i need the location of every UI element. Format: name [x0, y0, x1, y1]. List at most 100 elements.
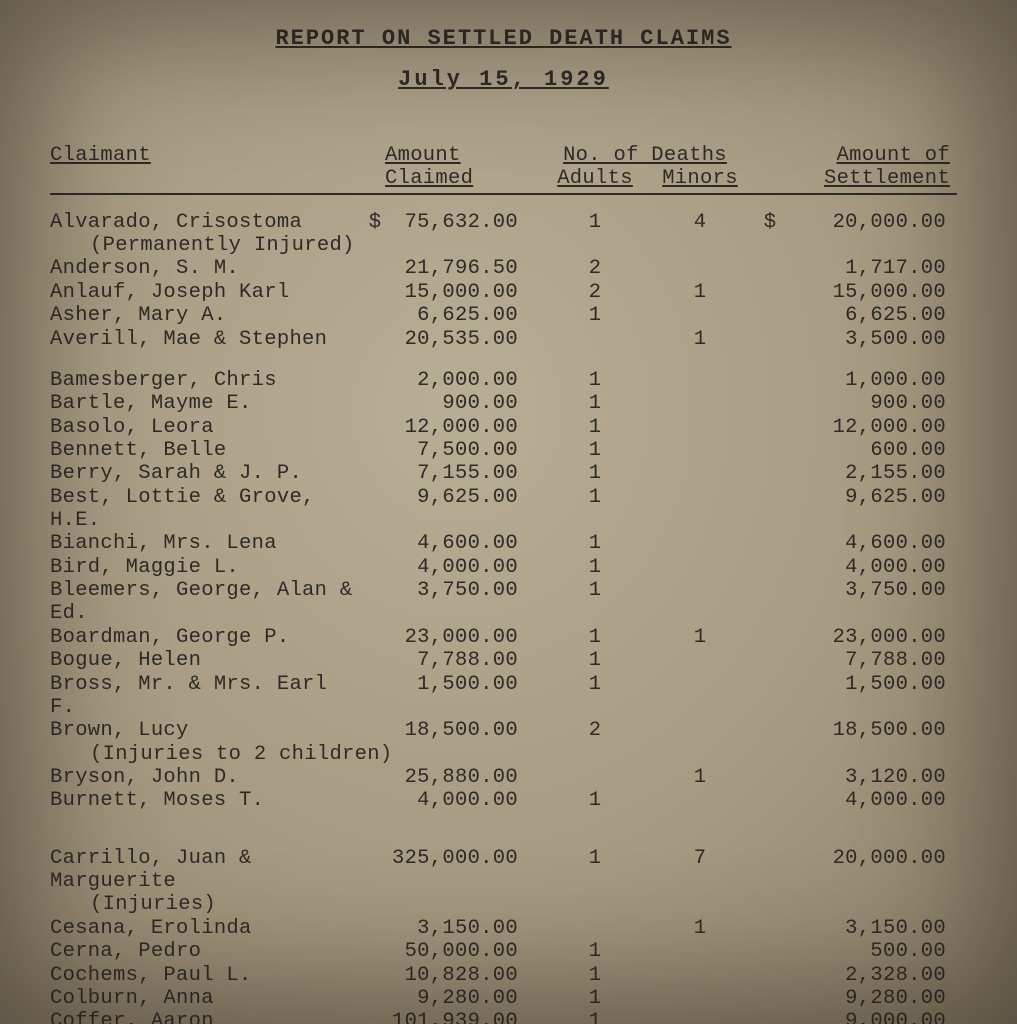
dollar-sign [750, 462, 790, 485]
dollar-sign [365, 439, 385, 462]
table-row: Cesana, Erolinda3,150.0013,150.00 [50, 917, 957, 940]
claims-table: Claimant Amount Claimed No. of Deaths Ad… [50, 144, 957, 1024]
cell-adults: 1 [540, 392, 650, 415]
cell-adults: 1 [540, 1010, 650, 1024]
cell-claimed: 21,796.50 [385, 257, 540, 280]
cell-claimant: Boardman, George P. [50, 626, 365, 649]
dollar-sign: $ [365, 211, 385, 234]
cell-minors [650, 719, 750, 742]
cell-adults: 1 [540, 673, 650, 720]
cell-claimed: 9,280.00 [385, 987, 540, 1010]
dollar-sign [750, 766, 790, 789]
dollar-sign [750, 257, 790, 280]
cell-claimant: Anlauf, Joseph Karl [50, 281, 365, 304]
document-page: REPORT ON SETTLED DEATH CLAIMS July 15, … [0, 0, 1017, 1024]
cell-claimed: 50,000.00 [385, 940, 540, 963]
cell-claimant: Anderson, S. M. [50, 257, 365, 280]
dollar-sign [750, 579, 790, 626]
cell-claimed: 4,000.00 [385, 789, 540, 812]
table-row: Berry, Sarah & J. P.7,155.0012,155.00 [50, 462, 957, 485]
cell-claimant: Bamesberger, Chris [50, 369, 365, 392]
cell-minors: 1 [650, 917, 750, 940]
cell-settlement: 2,328.00 [790, 964, 950, 987]
col-claimant: Claimant [50, 144, 385, 191]
cell-settlement: 900.00 [790, 392, 950, 415]
cell-settlement: 9,280.00 [790, 987, 950, 1010]
cell-adults: 1 [540, 532, 650, 555]
dollar-sign [365, 556, 385, 579]
cell-claimant: Burnett, Moses T. [50, 789, 365, 812]
table-row: Coffer, Aaron101,939.0019,000.00 [50, 1010, 957, 1024]
table-row: Cochems, Paul L.10,828.0012,328.00 [50, 964, 957, 987]
cell-adults: 1 [540, 579, 650, 626]
dollar-sign: $ [750, 211, 790, 234]
cell-minors: 1 [650, 626, 750, 649]
dollar-sign [365, 579, 385, 626]
dollar-sign [750, 964, 790, 987]
cell-adults: 1 [540, 369, 650, 392]
dollar-sign [365, 1010, 385, 1024]
cell-settlement: 6,625.00 [790, 304, 950, 327]
dollar-sign [365, 532, 385, 555]
cell-claimed: 3,150.00 [385, 917, 540, 940]
dollar-sign [365, 486, 385, 533]
table-row: Bryson, John D.25,880.0013,120.00 [50, 766, 957, 789]
col-deaths: No. of Deaths Adults Minors [540, 144, 750, 191]
cell-settlement: 4,000.00 [790, 789, 950, 812]
cell-claimant: Bryson, John D. [50, 766, 365, 789]
dollar-sign [365, 964, 385, 987]
dollar-sign [750, 392, 790, 415]
dollar-sign [750, 532, 790, 555]
cell-claimant: Cochems, Paul L. [50, 964, 365, 987]
cell-settlement: 7,788.00 [790, 649, 950, 672]
col-claimed: Amount Claimed [385, 144, 540, 191]
cell-settlement: 3,750.00 [790, 579, 950, 626]
cell-adults: 2 [540, 281, 650, 304]
cell-claimant: Brown, Lucy [50, 719, 365, 742]
cell-minors [650, 304, 750, 327]
cell-settlement: 1,500.00 [790, 673, 950, 720]
table-row: Best, Lottie & Grove, H.E.9,625.0019,625… [50, 486, 957, 533]
dollar-sign [365, 719, 385, 742]
cell-claimant: Alvarado, Crisostoma [50, 211, 365, 234]
cell-minors [650, 532, 750, 555]
dollar-sign [750, 328, 790, 351]
dollar-sign [750, 987, 790, 1010]
cell-adults: 2 [540, 719, 650, 742]
cell-minors [650, 556, 750, 579]
dollar-sign [750, 789, 790, 812]
cell-claimed: 18,500.00 [385, 719, 540, 742]
cell-minors [650, 579, 750, 626]
cell-minors [650, 649, 750, 672]
cell-claimant: Coffer, Aaron [50, 1010, 365, 1024]
cell-claimant: Bianchi, Mrs. Lena [50, 532, 365, 555]
cell-claimant: Averill, Mae & Stephen [50, 328, 365, 351]
cell-adults: 1 [540, 211, 650, 234]
table-row: Bogue, Helen7,788.0017,788.00 [50, 649, 957, 672]
dollar-sign [365, 626, 385, 649]
dollar-sign [750, 847, 790, 894]
table-row: Bennett, Belle7,500.001600.00 [50, 439, 957, 462]
dollar-sign [365, 917, 385, 940]
dollar-sign [365, 281, 385, 304]
cell-claimed: 2,000.00 [385, 369, 540, 392]
dollar-sign [365, 847, 385, 894]
dollar-sign [365, 766, 385, 789]
cell-adults: 1 [540, 304, 650, 327]
table-row: Bross, Mr. & Mrs. Earl F.1,500.0011,500.… [50, 673, 957, 720]
cell-adults: 1 [540, 940, 650, 963]
cell-adults [540, 328, 650, 351]
table-row: Alvarado, Crisostoma$75,632.0014$20,000.… [50, 211, 957, 234]
cell-settlement: 3,500.00 [790, 328, 950, 351]
cell-settlement: 9,625.00 [790, 486, 950, 533]
dollar-sign [750, 719, 790, 742]
cell-claimed: 101,939.00 [385, 1010, 540, 1024]
dollar-sign [750, 304, 790, 327]
cell-minors [650, 964, 750, 987]
dollar-sign [365, 673, 385, 720]
table-row: Basolo, Leora12,000.00112,000.00 [50, 416, 957, 439]
cell-settlement: 500.00 [790, 940, 950, 963]
dollar-sign [750, 649, 790, 672]
claimant-note: (Injuries to 2 children) [50, 743, 957, 766]
table-row: Bartle, Mayme E.900.001900.00 [50, 392, 957, 415]
